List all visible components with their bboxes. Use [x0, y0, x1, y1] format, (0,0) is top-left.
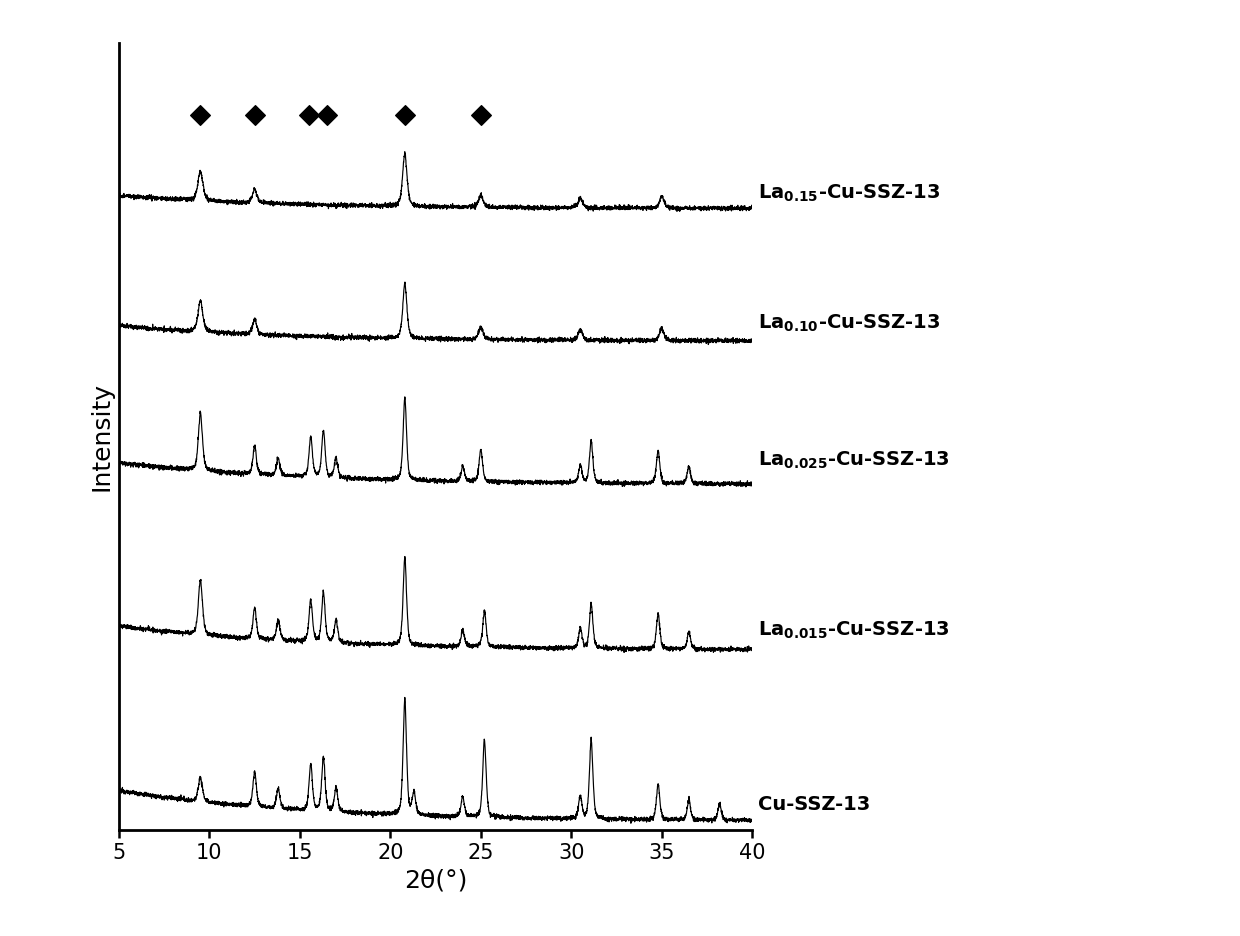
- Point: [394, 108, 414, 123]
- X-axis label: 2θ(°): 2θ(°): [404, 869, 467, 893]
- Text: La$_{\mathbf{0.025}}$-Cu-SSZ-13: La$_{\mathbf{0.025}}$-Cu-SSZ-13: [758, 449, 950, 471]
- Y-axis label: Intensity: Intensity: [89, 382, 113, 491]
- Text: La$_{\mathbf{0.015}}$-Cu-SSZ-13: La$_{\mathbf{0.015}}$-Cu-SSZ-13: [758, 620, 950, 641]
- Point: [244, 108, 264, 123]
- Text: La$_{\mathbf{0.15}}$-Cu-SSZ-13: La$_{\mathbf{0.15}}$-Cu-SSZ-13: [758, 183, 940, 204]
- Point: [191, 108, 211, 123]
- Point: [471, 108, 491, 123]
- Text: Cu-SSZ-13: Cu-SSZ-13: [758, 796, 870, 814]
- Point: [317, 108, 337, 123]
- Text: La$_{\mathbf{0.10}}$-Cu-SSZ-13: La$_{\mathbf{0.10}}$-Cu-SSZ-13: [758, 313, 940, 334]
- Point: [299, 108, 319, 123]
